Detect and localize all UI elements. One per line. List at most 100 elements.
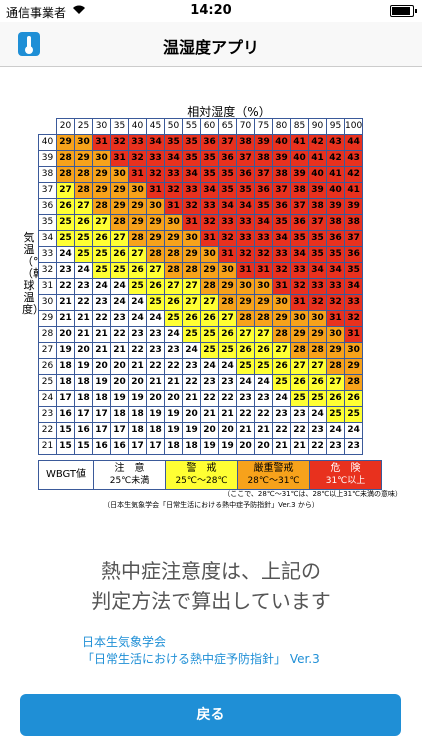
wbgt-cell: 32	[254, 246, 273, 263]
legend-range: 25℃〜28℃	[175, 476, 228, 486]
wbgt-cell: 35	[236, 182, 255, 199]
wbgt-cell: 28	[128, 230, 147, 247]
temperature-header: 38	[38, 166, 57, 183]
wbgt-cell: 29	[254, 294, 273, 311]
wbgt-cell: 33	[200, 198, 219, 215]
wbgt-cell: 21	[92, 342, 111, 359]
wbgt-cell: 26	[164, 294, 183, 311]
table-row: 32 23 24 25 25 26 27 28 28 29 30 31 31 32 33 34 34 35	[38, 262, 364, 279]
wbgt-cell: 23	[92, 294, 111, 311]
wbgt-cell: 24	[164, 326, 183, 343]
table-corner	[39, 119, 57, 135]
wbgt-cell: 28	[164, 262, 183, 279]
wbgt-cell: 21	[182, 390, 201, 407]
wbgt-cell: 42	[326, 150, 345, 167]
wbgt-cell: 30	[272, 294, 291, 311]
wbgt-cell: 30	[74, 134, 93, 151]
humidity-header: 40	[128, 118, 147, 135]
wbgt-cell: 29	[146, 214, 165, 231]
legend-item-danger: 危 険 31℃以上	[309, 460, 382, 490]
wbgt-cell: 28	[272, 326, 291, 343]
wbgt-cell: 23	[146, 326, 165, 343]
wbgt-cell: 27	[146, 262, 165, 279]
wbgt-cell: 29	[110, 182, 129, 199]
humidity-header: 35	[110, 118, 129, 135]
temperature-header: 27	[38, 342, 57, 359]
legend-range: 25℃未満	[109, 476, 150, 486]
table-row: 27 19 20 21 21 22 23 23 24 25 25 26 26 27 28 28 29 30	[38, 342, 364, 359]
temperature-header: 21	[38, 438, 57, 455]
wbgt-cell: 40	[308, 166, 327, 183]
wbgt-cell: 30	[236, 278, 255, 295]
wbgt-cell: 18	[128, 422, 147, 439]
wbgt-cell: 22	[56, 278, 75, 295]
wbgt-cell: 20	[182, 406, 201, 423]
table-row: 30 21 22 23 24 24 25 26 27 27 28 29 29 30 31 32 32 33	[38, 294, 364, 311]
humidity-header: 25	[74, 118, 93, 135]
wbgt-cell: 33	[290, 262, 309, 279]
wbgt-cell: 26	[343, 390, 364, 407]
wbgt-cell: 28	[92, 198, 111, 215]
wbgt-cell: 17	[128, 438, 147, 455]
wbgt-cell: 28	[182, 262, 201, 279]
wbgt-cell: 29	[92, 166, 111, 183]
wbgt-cell: 42	[343, 166, 364, 183]
temperature-header: 29	[38, 310, 57, 327]
temperature-header: 22	[38, 422, 57, 439]
wbgt-cell: 35	[218, 166, 237, 183]
wbgt-cell: 31	[236, 262, 255, 279]
wbgt-cell: 33	[218, 214, 237, 231]
wbgt-cell: 25	[236, 358, 255, 375]
wbgt-cell: 32	[218, 230, 237, 247]
wbgt-cell: 43	[326, 134, 345, 151]
reference-link-guideline[interactable]: 「日常生活における熱中症予防指針」 Ver.3	[82, 652, 320, 666]
thermometer-icon[interactable]	[18, 32, 40, 56]
clock-time: 14:20	[190, 3, 232, 18]
wbgt-cell: 30	[218, 262, 237, 279]
wbgt-cell: 28	[110, 214, 129, 231]
wbgt-cell: 32	[236, 246, 255, 263]
back-button[interactable]: 戻る	[20, 694, 401, 736]
wbgt-cell: 20	[218, 422, 237, 439]
temperature-header: 30	[38, 294, 57, 311]
wbgt-cell: 34	[182, 166, 201, 183]
reference-link-society[interactable]: 日本生気象学会	[82, 635, 167, 649]
battery-icon	[390, 5, 417, 17]
wbgt-cell: 19	[218, 438, 237, 455]
wbgt-cell: 26	[236, 342, 255, 359]
wbgt-cell: 18	[110, 406, 129, 423]
wbgt-cell: 29	[182, 246, 201, 263]
table-row: 38 28 28 29 30 31 32 33 34 35 35 36 37 38 39 40 41 42	[38, 166, 364, 183]
wbgt-cell: 26	[308, 374, 327, 391]
wbgt-cell: 41	[326, 166, 345, 183]
wbgt-cell: 24	[182, 342, 201, 359]
wbgt-cell: 19	[164, 406, 183, 423]
humidity-header: 20	[56, 118, 75, 135]
humidity-header: 65	[218, 118, 237, 135]
wbgt-cell: 26	[128, 262, 147, 279]
wbgt-cell: 21	[272, 438, 291, 455]
wbgt-cell: 25	[56, 214, 75, 231]
wbgt-cell: 25	[128, 278, 147, 295]
wbgt-cell: 32	[164, 182, 183, 199]
temperature-header: 40	[38, 134, 57, 151]
wbgt-cell: 16	[110, 438, 129, 455]
wbgt-cell: 15	[56, 438, 75, 455]
wbgt-cell: 26	[146, 278, 165, 295]
wbgt-cell: 28	[326, 358, 345, 375]
wbgt-cell: 24	[128, 310, 147, 327]
wbgt-cell: 30	[326, 326, 345, 343]
status-bar: 通信事業者 14:20	[0, 0, 422, 22]
temperature-header: 34	[38, 230, 57, 247]
temperature-header: 36	[38, 198, 57, 215]
wbgt-cell: 25	[272, 374, 291, 391]
wbgt-cell: 28	[200, 278, 219, 295]
wbgt-cell: 30	[146, 198, 165, 215]
wbgt-cell: 24	[308, 406, 327, 423]
wbgt-cell: 27	[308, 358, 327, 375]
wbgt-cell: 26	[200, 310, 219, 327]
wbgt-cell: 18	[92, 390, 111, 407]
wbgt-cell: 20	[110, 374, 129, 391]
wbgt-cell: 35	[182, 134, 201, 151]
wbgt-cell: 43	[343, 150, 364, 167]
